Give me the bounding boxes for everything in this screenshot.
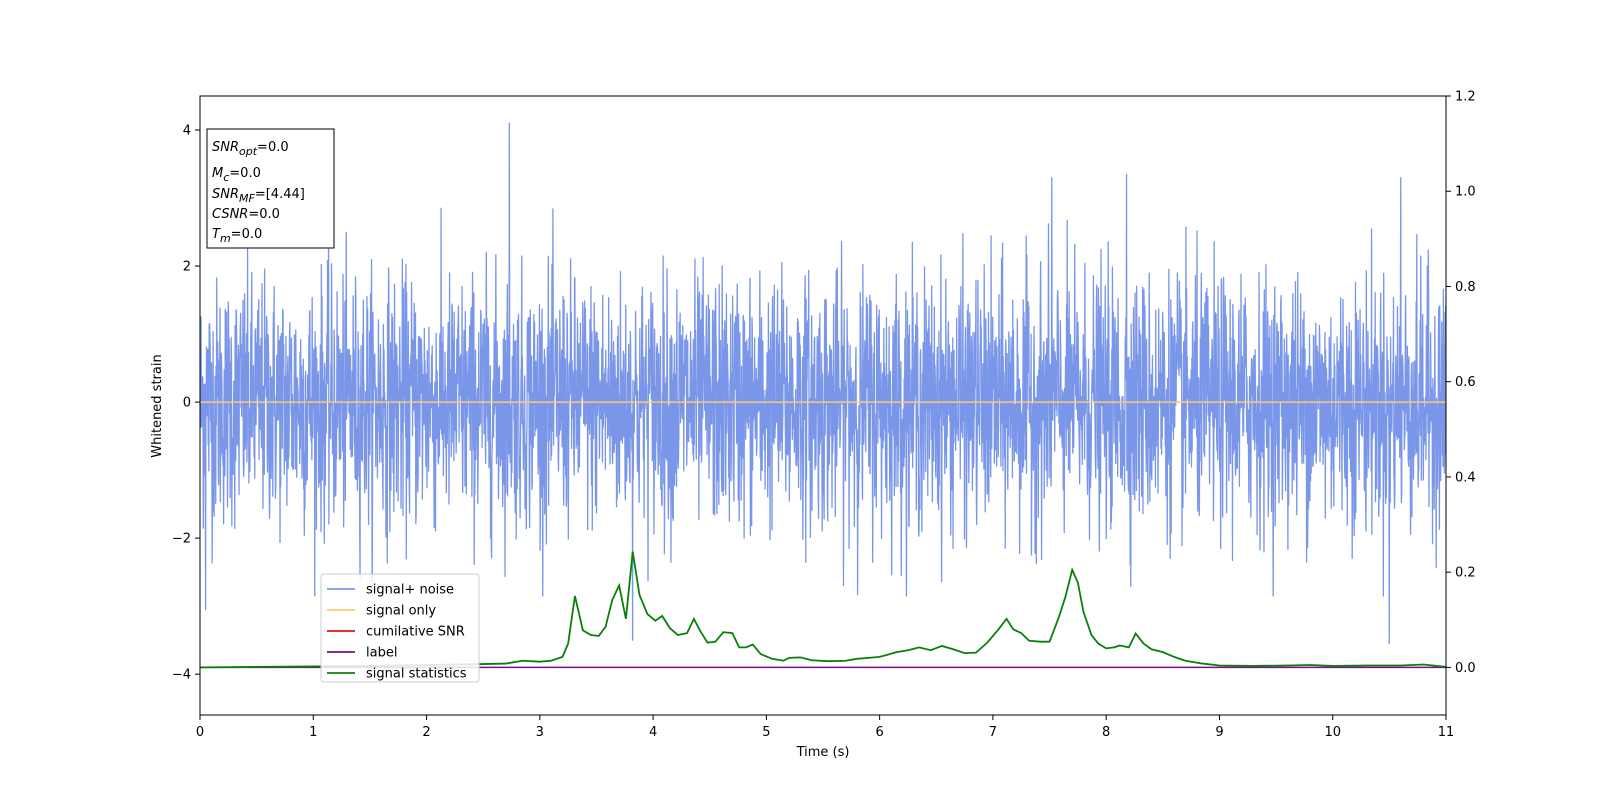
x-tick-label: 3 bbox=[536, 725, 544, 740]
y-tick-label: −4 bbox=[172, 668, 191, 683]
annotation-line: CSNR=0.0 bbox=[212, 207, 280, 222]
legend-label: cumilative SNR bbox=[366, 625, 465, 640]
annotation-frame bbox=[206, 128, 335, 249]
y-axis-right: 0.0 0.2 0.4 0.6 0.8 1.0 1.2 bbox=[1446, 90, 1476, 676]
y2-tick-label: 0.8 bbox=[1455, 280, 1476, 295]
x-tick-label: 5 bbox=[762, 725, 770, 740]
y-axis-label: Whitened strain bbox=[150, 354, 165, 457]
y2-tick-label: 1.0 bbox=[1455, 185, 1476, 200]
x-tick-label: 7 bbox=[989, 725, 997, 740]
y-tick-label: −2 bbox=[172, 532, 191, 547]
legend-frame bbox=[320, 573, 480, 683]
y2-tick-label: 0.6 bbox=[1455, 375, 1476, 390]
annotation-line: Tm=0.0 bbox=[212, 227, 262, 245]
x-tick-label: 11 bbox=[1438, 725, 1455, 740]
x-tick-label: 10 bbox=[1324, 725, 1341, 740]
annotation-line: Mc=0.0 bbox=[212, 166, 261, 184]
series-signal-statistics-line bbox=[200, 551, 1446, 669]
legend-label: signal only bbox=[366, 604, 436, 619]
y2-tick-label: 1.2 bbox=[1455, 90, 1476, 105]
annotation-line: SNRopt=0.0 bbox=[212, 140, 289, 158]
x-tick-label: 8 bbox=[1102, 725, 1110, 740]
x-axis: 0 1 2 3 4 5 6 7 8 9 10 11 bbox=[196, 715, 1454, 740]
annotation-box: SNRopt=0.0 Mc=0.0 SNRMF=[4.44] CSNR=0.0 Tm=0… bbox=[206, 128, 335, 249]
legend-label: signal+ noise bbox=[366, 583, 454, 598]
x-tick-label: 1 bbox=[309, 725, 317, 740]
legend-label: signal statistics bbox=[366, 667, 467, 682]
plot-frame bbox=[199, 95, 1447, 716]
x-tick-label: 9 bbox=[1215, 725, 1223, 740]
annotation-line: SNRMF=[4.44] bbox=[212, 187, 305, 205]
y-tick-label: 4 bbox=[183, 124, 191, 139]
y2-tick-label: 0.4 bbox=[1455, 470, 1476, 485]
y2-tick-label: 0.2 bbox=[1455, 566, 1476, 581]
y-tick-label: 2 bbox=[183, 260, 191, 275]
legend-label: label bbox=[366, 646, 397, 661]
y-tick-label: 0 bbox=[183, 396, 191, 411]
x-tick-label: 6 bbox=[875, 725, 883, 740]
legend: signal+ noise signal only cumilative SNR la… bbox=[320, 573, 480, 683]
y-axis-left: −4 −2 0 2 4 bbox=[172, 124, 200, 683]
y2-tick-label: 0.0 bbox=[1455, 661, 1476, 676]
series-signal-noise-line bbox=[200, 122, 1446, 645]
x-axis-label: Time (s) bbox=[796, 745, 850, 760]
x-tick-label: 0 bbox=[196, 725, 204, 740]
x-tick-label: 2 bbox=[422, 725, 430, 740]
x-tick-label: 4 bbox=[649, 725, 657, 740]
